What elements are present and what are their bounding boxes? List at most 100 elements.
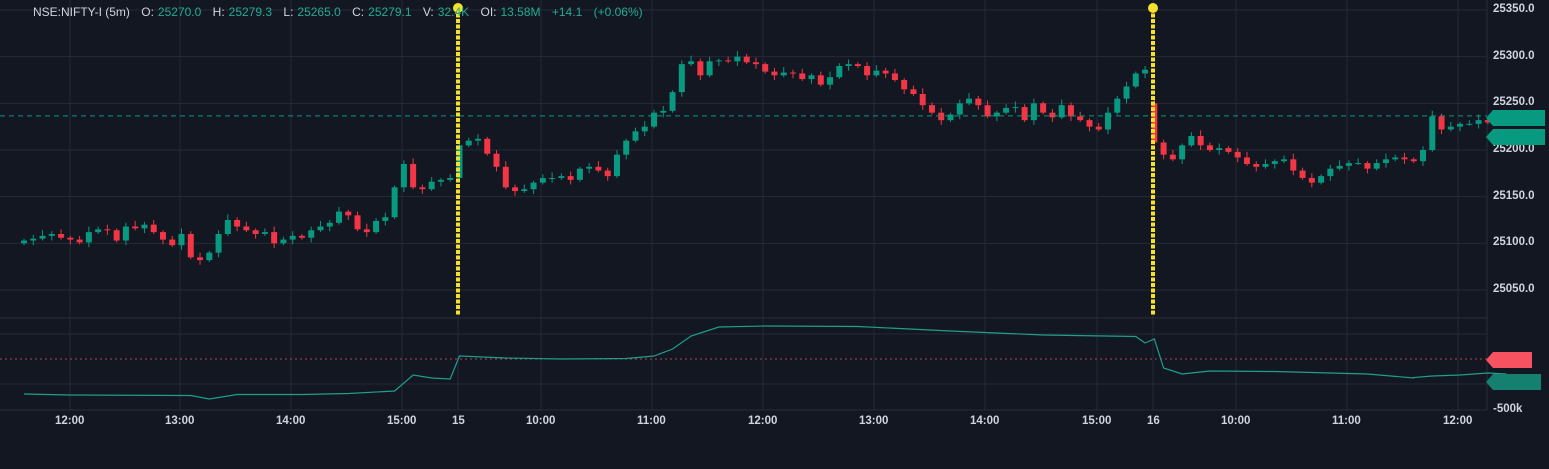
session-break-icon bbox=[1148, 3, 1158, 13]
close-label: C: bbox=[352, 5, 365, 19]
candle-body bbox=[447, 177, 454, 180]
candle-body bbox=[1253, 163, 1260, 167]
candle-body bbox=[706, 61, 713, 76]
candle-body bbox=[122, 226, 129, 241]
candle-body bbox=[1123, 86, 1130, 99]
symbol-label[interactable]: NSE:NIFTY-I (5m) bbox=[33, 5, 130, 19]
low-value: 25265.0 bbox=[297, 5, 341, 19]
candle-body bbox=[1392, 157, 1399, 160]
candle-body bbox=[799, 73, 806, 80]
candle-body bbox=[632, 131, 639, 141]
high-label: H: bbox=[212, 5, 225, 19]
candle-body bbox=[604, 170, 611, 177]
candle-body bbox=[678, 64, 685, 93]
candle-body bbox=[1447, 126, 1454, 130]
candle-body bbox=[1179, 145, 1186, 160]
price-axis-label: 25250.0 bbox=[1493, 96, 1535, 109]
candle-body bbox=[1225, 148, 1232, 152]
candle-body bbox=[1438, 116, 1445, 130]
candle-body bbox=[298, 235, 305, 238]
change-percent: (+0.06%) bbox=[593, 5, 643, 19]
candle-body bbox=[289, 235, 296, 240]
candle-body bbox=[76, 239, 83, 243]
price-axis-label: 25100.0 bbox=[1493, 236, 1535, 249]
candle-body bbox=[261, 232, 268, 234]
candle-body bbox=[1040, 103, 1047, 113]
time-axis-label: 11:00 bbox=[637, 415, 666, 427]
price-axis-label: 25150.0 bbox=[1493, 189, 1535, 202]
candle-body bbox=[993, 112, 1000, 117]
candle-body bbox=[484, 138, 491, 154]
candle-body bbox=[382, 217, 389, 221]
candle-body bbox=[354, 215, 361, 230]
candle-body bbox=[1188, 135, 1195, 146]
candle-body bbox=[567, 176, 574, 180]
candle-body bbox=[280, 239, 287, 244]
candle-body bbox=[345, 211, 352, 216]
candle-body bbox=[956, 103, 963, 115]
candle-body bbox=[836, 65, 843, 78]
time-axis-label: 12:00 bbox=[748, 415, 778, 427]
candle-body bbox=[595, 166, 602, 171]
candle-body bbox=[817, 75, 824, 85]
current-price-tag: 25229.6 bbox=[1486, 129, 1545, 145]
time-axis-label: 10:00 bbox=[1221, 415, 1251, 427]
candle-body bbox=[928, 105, 935, 113]
candle-body bbox=[697, 61, 704, 76]
candle-body bbox=[669, 92, 676, 111]
candle-body bbox=[521, 189, 528, 192]
candle-body bbox=[660, 110, 667, 113]
candle-body bbox=[882, 70, 889, 74]
candle-body bbox=[539, 177, 546, 183]
candle-body bbox=[30, 238, 37, 241]
candle-body bbox=[243, 226, 250, 231]
candle-body bbox=[428, 181, 435, 190]
candle-body bbox=[780, 72, 787, 76]
candle-body bbox=[530, 182, 537, 190]
candle-body bbox=[1160, 142, 1167, 155]
price-axis-label: 25200.0 bbox=[1493, 142, 1535, 155]
candle-body bbox=[752, 62, 759, 65]
time-axis-label: 14:00 bbox=[970, 415, 1000, 427]
candle-body bbox=[938, 112, 945, 121]
price-axis-label: 25300.0 bbox=[1493, 49, 1535, 62]
time-axis-label: 12:00 bbox=[1443, 415, 1473, 427]
session-break-icon bbox=[453, 3, 463, 13]
indicator-line bbox=[23, 325, 1507, 400]
candle-body bbox=[400, 163, 407, 188]
candle-body bbox=[21, 240, 27, 244]
candle-body bbox=[1114, 98, 1121, 113]
candle-body bbox=[1086, 120, 1093, 127]
time-axis-label: 15:00 bbox=[387, 415, 417, 427]
low-label: L: bbox=[283, 5, 294, 19]
candle-body bbox=[1336, 165, 1343, 169]
candle-body bbox=[901, 79, 908, 90]
candle-body bbox=[410, 163, 417, 188]
candle-body bbox=[1290, 159, 1297, 171]
candle-body bbox=[187, 233, 194, 258]
candle-body bbox=[1475, 120, 1482, 124]
candle-body bbox=[373, 220, 380, 233]
candle-body bbox=[910, 89, 917, 94]
candle-body bbox=[586, 166, 593, 169]
candle-body bbox=[197, 257, 204, 261]
candle-body bbox=[95, 229, 102, 233]
candle-body bbox=[827, 77, 834, 85]
candle-body bbox=[104, 229, 111, 231]
candle-body bbox=[808, 75, 815, 80]
candle-body bbox=[549, 177, 556, 179]
time-axis-label: 13:00 bbox=[859, 415, 889, 427]
candle-body bbox=[1151, 103, 1158, 143]
candle-body bbox=[1262, 163, 1269, 167]
candle-body bbox=[1345, 163, 1352, 166]
candle-body bbox=[224, 219, 231, 234]
candle-body bbox=[1142, 69, 1149, 74]
open-label: O: bbox=[141, 5, 154, 19]
candle-body bbox=[1382, 159, 1389, 164]
candle-body bbox=[113, 230, 120, 241]
candle-body bbox=[132, 226, 139, 229]
candle-body bbox=[169, 239, 176, 246]
candle-body bbox=[558, 176, 565, 178]
candle-body bbox=[725, 60, 732, 62]
